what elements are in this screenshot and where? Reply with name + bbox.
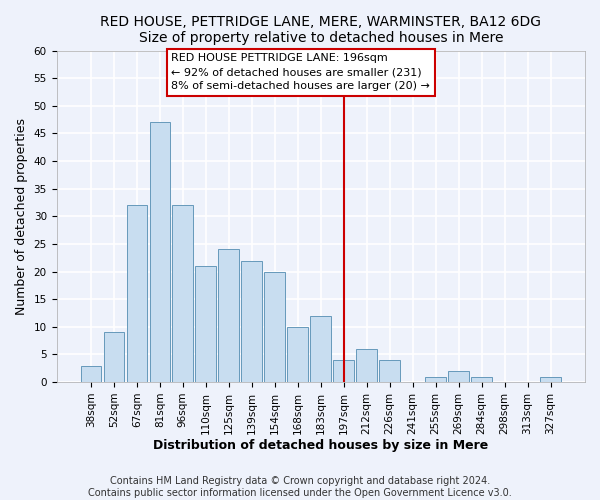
Bar (472, 376, 492, 382)
Bar (265, 272, 285, 382)
Text: Contains HM Land Registry data © Crown copyright and database right 2024.
Contai: Contains HM Land Registry data © Crown c… (88, 476, 512, 498)
Bar (334, 360, 354, 382)
Bar (540, 376, 561, 382)
Bar (241, 260, 262, 382)
Bar (448, 371, 469, 382)
Bar (104, 332, 124, 382)
Title: RED HOUSE, PETTRIDGE LANE, MERE, WARMINSTER, BA12 6DG
Size of property relative : RED HOUSE, PETTRIDGE LANE, MERE, WARMINS… (100, 15, 541, 45)
Bar (127, 206, 147, 382)
Bar (356, 349, 377, 382)
Bar (196, 266, 216, 382)
Bar (80, 366, 101, 382)
Bar (218, 250, 239, 382)
Bar (425, 376, 446, 382)
Bar (310, 316, 331, 382)
X-axis label: Distribution of detached houses by size in Mere: Distribution of detached houses by size … (153, 440, 488, 452)
Bar (379, 360, 400, 382)
Text: RED HOUSE PETTRIDGE LANE: 196sqm
← 92% of detached houses are smaller (231)
8% o: RED HOUSE PETTRIDGE LANE: 196sqm ← 92% o… (172, 54, 430, 92)
Y-axis label: Number of detached properties: Number of detached properties (15, 118, 28, 315)
Bar (149, 122, 170, 382)
Bar (172, 206, 193, 382)
Bar (287, 327, 308, 382)
